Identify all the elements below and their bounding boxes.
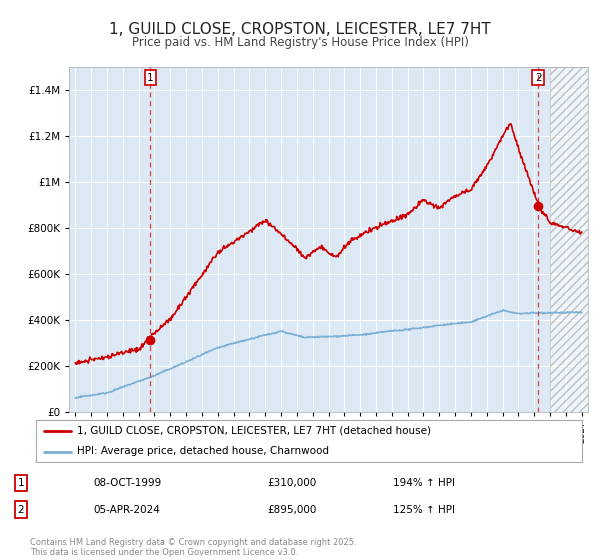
Text: HPI: Average price, detached house, Charnwood: HPI: Average price, detached house, Char… (77, 446, 329, 456)
Text: 194% ↑ HPI: 194% ↑ HPI (393, 478, 455, 488)
Text: Price paid vs. HM Land Registry's House Price Index (HPI): Price paid vs. HM Land Registry's House … (131, 36, 469, 49)
Bar (550, 67, 588, 412)
Text: 2: 2 (17, 505, 25, 515)
Text: 08-OCT-1999: 08-OCT-1999 (93, 478, 161, 488)
Text: £310,000: £310,000 (267, 478, 316, 488)
Text: 1, GUILD CLOSE, CROPSTON, LEICESTER, LE7 7HT (detached house): 1, GUILD CLOSE, CROPSTON, LEICESTER, LE7… (77, 426, 431, 436)
Text: 05-APR-2024: 05-APR-2024 (93, 505, 160, 515)
Text: 1: 1 (17, 478, 25, 488)
Text: 125% ↑ HPI: 125% ↑ HPI (393, 505, 455, 515)
Text: £895,000: £895,000 (267, 505, 316, 515)
Text: Contains HM Land Registry data © Crown copyright and database right 2025.
This d: Contains HM Land Registry data © Crown c… (30, 538, 356, 557)
Text: 1, GUILD CLOSE, CROPSTON, LEICESTER, LE7 7HT: 1, GUILD CLOSE, CROPSTON, LEICESTER, LE7… (109, 22, 491, 38)
Text: 2: 2 (535, 73, 541, 82)
Bar (550, 67, 588, 412)
Text: 1: 1 (147, 73, 154, 82)
